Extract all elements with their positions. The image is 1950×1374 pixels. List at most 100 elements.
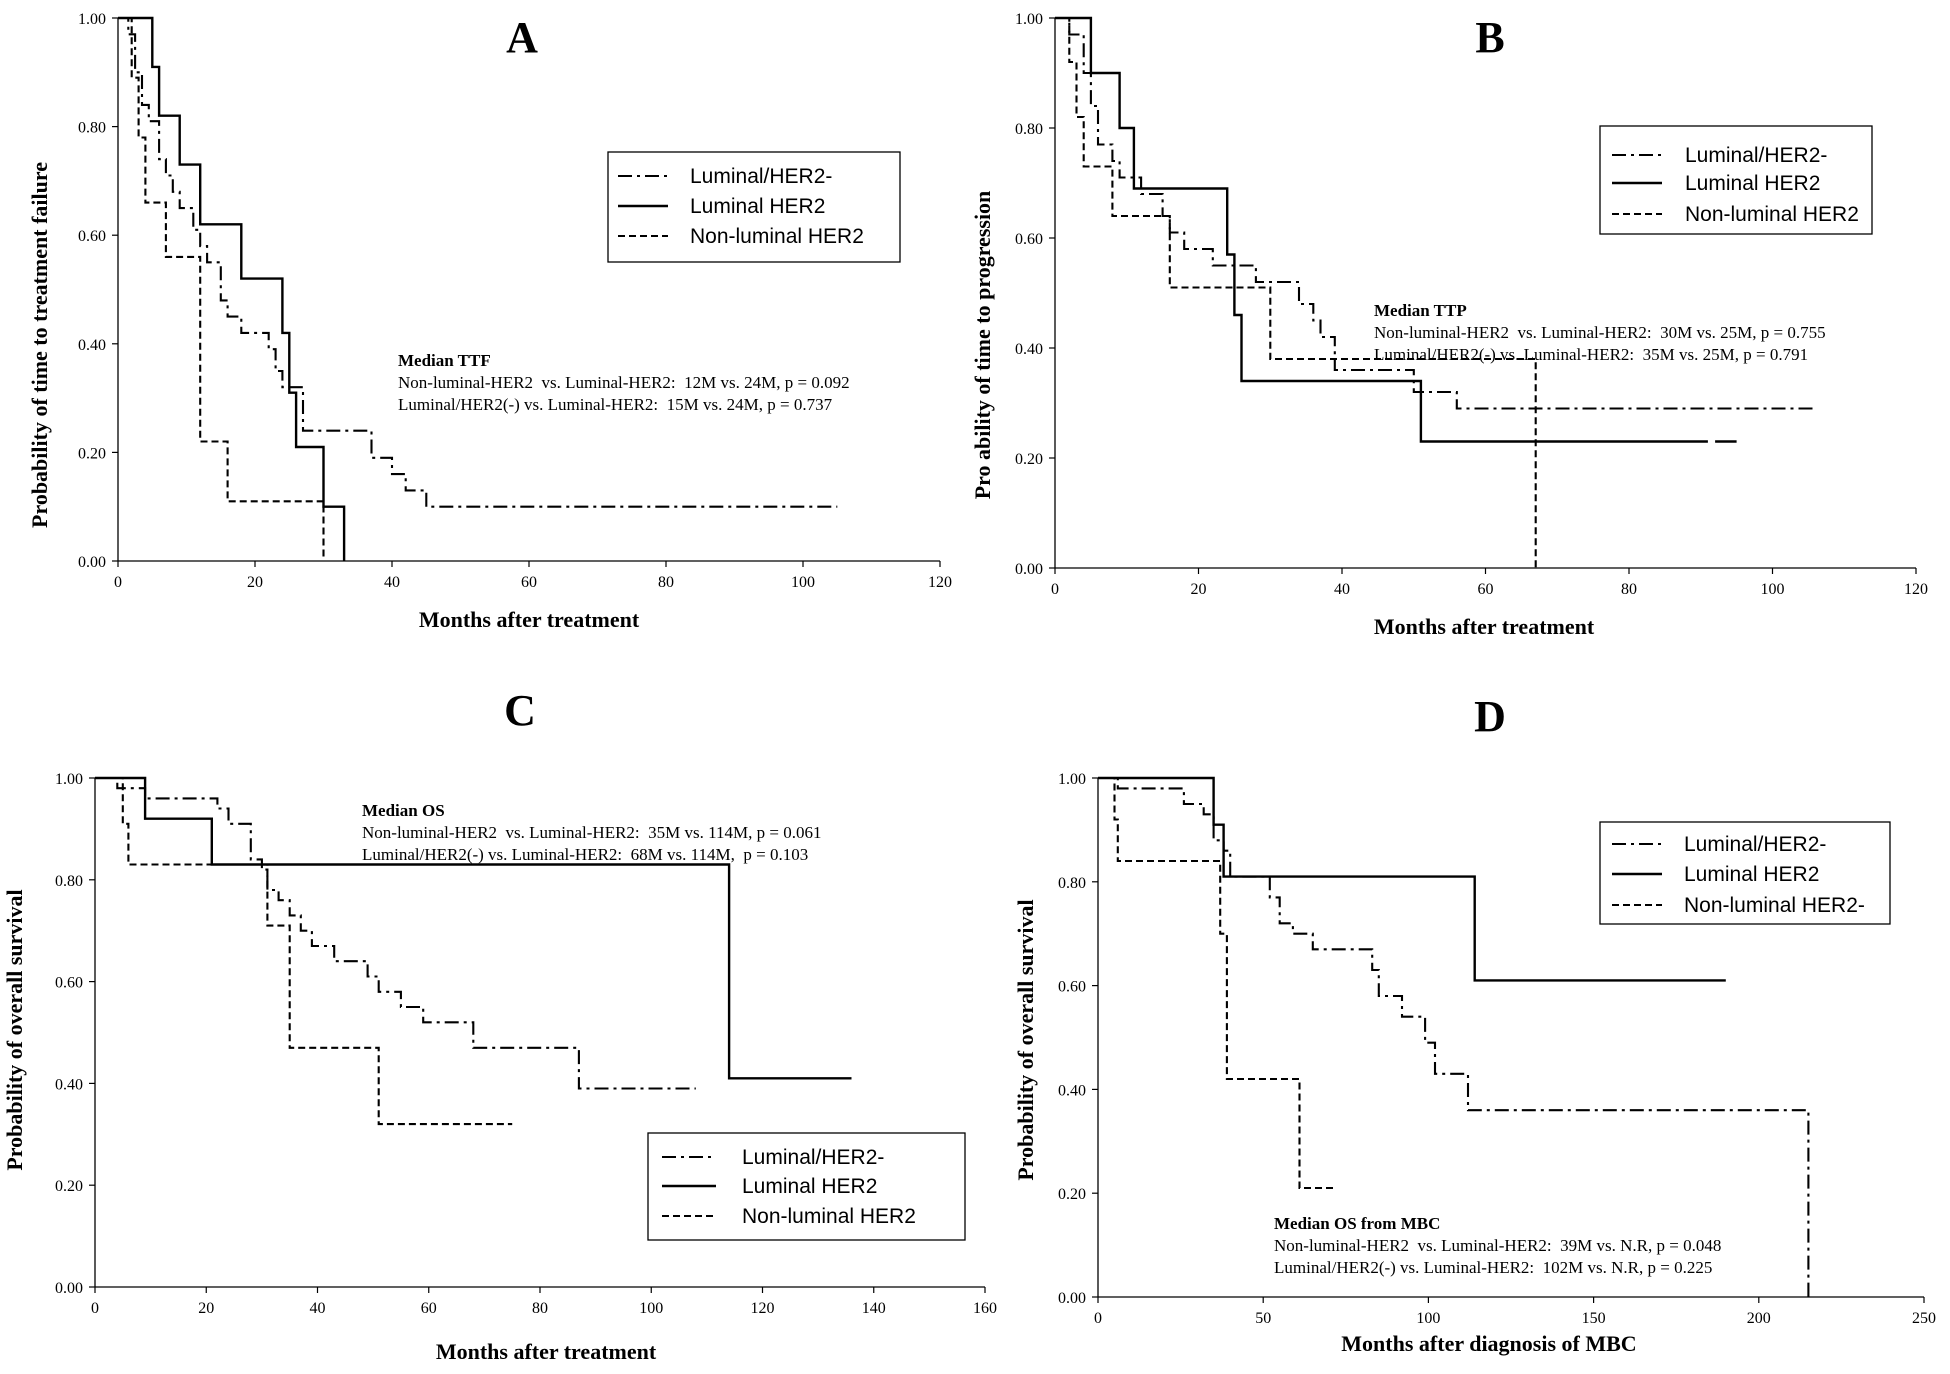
series-curve-non-luminal-her2 — [118, 16, 325, 561]
legend-entry-label: Luminal HER2 — [742, 1175, 877, 1198]
y-tick-label: 1.00 — [55, 771, 83, 788]
y-axis-label: Probability of overall survival — [1013, 899, 1038, 1180]
panel-letter: A — [506, 13, 538, 62]
panel-c: C 0 20 40 60 80 100 120 140 160 0.00 0.20 0.40 0.60 0.… — [2, 686, 997, 1364]
annotation-title: Median OS from MBC — [1274, 1214, 1440, 1233]
annotation-line: Luminal/HER2(-) vs. Luminal-HER2: 15M vs… — [398, 395, 833, 414]
x-tick-label: 80 — [1621, 581, 1637, 598]
x-tick-label: 0 — [91, 1300, 99, 1317]
x-tick-label: 60 — [521, 574, 537, 591]
x-tick-label: 40 — [310, 1300, 326, 1317]
legend: Luminal/HER2- Luminal HER2 Non-luminal HER… — [647, 1132, 966, 1241]
median-annotation: Median TTF Non-luminal-HER2 vs. Luminal-H… — [398, 351, 850, 414]
y-tick-label: 0.60 — [1058, 979, 1086, 996]
median-annotation: Median OS from MBC Non-luminal-HER2 vs. L… — [1274, 1214, 1721, 1277]
panel-a: A 0 20 40 60 80 100 120 0.00 0.20 0.40 0.60 0.80 1.00… — [27, 11, 952, 632]
panel-d: D 0 50 100 150 200 250 0.00 0.20 0.40 0.60 0.80 1.00… — [1013, 692, 1936, 1356]
legend-entry-label: Luminal/HER2- — [1685, 144, 1827, 167]
x-axis-label: Months after treatment — [419, 607, 640, 632]
y-tick-label: 0.20 — [55, 1178, 83, 1195]
y-tick-label: 0.60 — [1015, 231, 1043, 248]
legend-entry-label: Luminal HER2 — [1685, 172, 1820, 195]
y-tick-label: 0.60 — [78, 228, 106, 245]
legend-entry-label: Luminal/HER2- — [690, 165, 832, 188]
panel-letter: C — [504, 686, 536, 735]
series-curve-non-luminal-her2 — [1098, 776, 1336, 1190]
y-tick-label: 0.00 — [1058, 1290, 1086, 1307]
legend: Luminal/HER2- Luminal HER2 Non-luminal HER… — [1599, 125, 1873, 235]
y-tick-label: 0.40 — [78, 337, 106, 354]
series-curve-luminal-her2 — [1055, 16, 1816, 410]
series-curve-luminal-her2 — [1098, 776, 1726, 982]
annotation-line: Luminal/HER2(-) vs. Luminal-HER2: 102M v… — [1274, 1258, 1712, 1277]
series-curve-luminal-her2 — [1055, 16, 1708, 443]
x-tick-label: 80 — [532, 1300, 548, 1317]
y-tick-label: 0.00 — [1015, 561, 1043, 578]
y-tick-label: 0.40 — [1015, 341, 1043, 358]
y-tick-label: 0.80 — [1058, 875, 1086, 892]
y-tick-label: 0.40 — [1058, 1082, 1086, 1099]
x-tick-label: 50 — [1255, 1310, 1271, 1327]
x-axis-label: Months after treatment — [1374, 614, 1595, 639]
x-tick-label: 120 — [1904, 581, 1928, 598]
y-tick-label: 1.00 — [1058, 771, 1086, 788]
y-tick-label: 1.00 — [1015, 11, 1043, 28]
annotation-title: Median OS — [362, 801, 445, 820]
x-tick-label: 100 — [791, 574, 815, 591]
series-curve-luminal-her2 — [95, 776, 696, 1090]
legend-entry-label: Luminal/HER2- — [1684, 833, 1826, 856]
y-tick-label: 0.00 — [78, 554, 106, 571]
x-tick-label: 40 — [384, 574, 400, 591]
x-tick-label: 20 — [247, 574, 263, 591]
x-tick-label: 120 — [928, 574, 952, 591]
x-tick-label: 100 — [1416, 1310, 1440, 1327]
x-tick-label: 80 — [658, 574, 674, 591]
y-tick-label: 0.60 — [55, 975, 83, 992]
legend-entry-label: Non-luminal HER2 — [742, 1205, 916, 1228]
series-curve-luminal-her2 — [118, 16, 346, 561]
y-tick-label: 0.40 — [55, 1076, 83, 1093]
x-tick-label: 160 — [973, 1300, 997, 1317]
series-curve-luminal-her2 — [95, 776, 852, 1080]
y-axis-label: Probability of overall survival — [2, 889, 27, 1170]
annotation-line: Luminal/HER2(-) vs. Luminal-HER2: 35M vs… — [1374, 345, 1808, 364]
y-axis-label: Pro ability of time to progression — [970, 191, 995, 500]
legend-entry-label: Non-luminal HER2 — [1685, 203, 1859, 226]
x-tick-label: 60 — [421, 1300, 437, 1317]
y-tick-label: 0.80 — [55, 873, 83, 890]
y-tick-label: 0.00 — [55, 1280, 83, 1297]
x-tick-label: 200 — [1747, 1310, 1771, 1327]
annotation-title: Median TTF — [398, 351, 491, 370]
x-axis-label: Months after diagnosis of MBC — [1341, 1331, 1636, 1356]
y-tick-label: 0.20 — [78, 445, 106, 462]
annotation-line: Non-luminal-HER2 vs. Luminal-HER2: 12M v… — [398, 373, 850, 392]
legend-entry-label: Luminal HER2 — [690, 195, 825, 218]
legend-box — [1599, 125, 1873, 235]
y-tick-label: 0.80 — [78, 120, 106, 137]
median-annotation: Median OS Non-luminal-HER2 vs. Luminal-HE… — [362, 801, 821, 864]
x-tick-label: 0 — [1094, 1310, 1102, 1327]
y-axis-label: Probability of time to treatment failure — [27, 162, 52, 528]
panel-letter: D — [1474, 692, 1506, 741]
legend-entry-label: Non-luminal HER2 — [690, 225, 864, 248]
x-tick-label: 100 — [639, 1300, 663, 1317]
median-annotation: Median TTP Non-luminal-HER2 vs. Luminal-H… — [1374, 301, 1826, 364]
x-tick-label: 0 — [1051, 581, 1059, 598]
x-tick-label: 40 — [1334, 581, 1350, 598]
series-curve-luminal-her2 — [1098, 776, 1810, 1297]
x-axis-label: Months after treatment — [436, 1339, 657, 1364]
x-tick-label: 60 — [1478, 581, 1494, 598]
y-tick-label: 0.20 — [1015, 451, 1043, 468]
y-tick-label: 0.20 — [1058, 1186, 1086, 1203]
panel-b: B 0 20 40 60 80 100 120 0.00 0.20 0.40 0.60 0.80 1.00… — [970, 11, 1928, 639]
legend-entry-label: Luminal/HER2- — [742, 1146, 884, 1169]
x-tick-label: 20 — [1191, 581, 1207, 598]
annotation-line: Non-luminal-HER2 vs. Luminal-HER2: 30M v… — [1374, 323, 1826, 342]
series-curve-non-luminal-her2 — [1055, 16, 1537, 568]
legend: Luminal/HER2- Luminal HER2 Non-luminal HER… — [1599, 821, 1891, 925]
y-tick-label: 1.00 — [78, 11, 106, 28]
x-tick-label: 0 — [114, 574, 122, 591]
x-tick-label: 20 — [198, 1300, 214, 1317]
annotation-line: Luminal/HER2(-) vs. Luminal-HER2: 68M vs… — [362, 845, 808, 864]
annotation-line: Non-luminal-HER2 vs. Luminal-HER2: 39M v… — [1274, 1236, 1721, 1255]
